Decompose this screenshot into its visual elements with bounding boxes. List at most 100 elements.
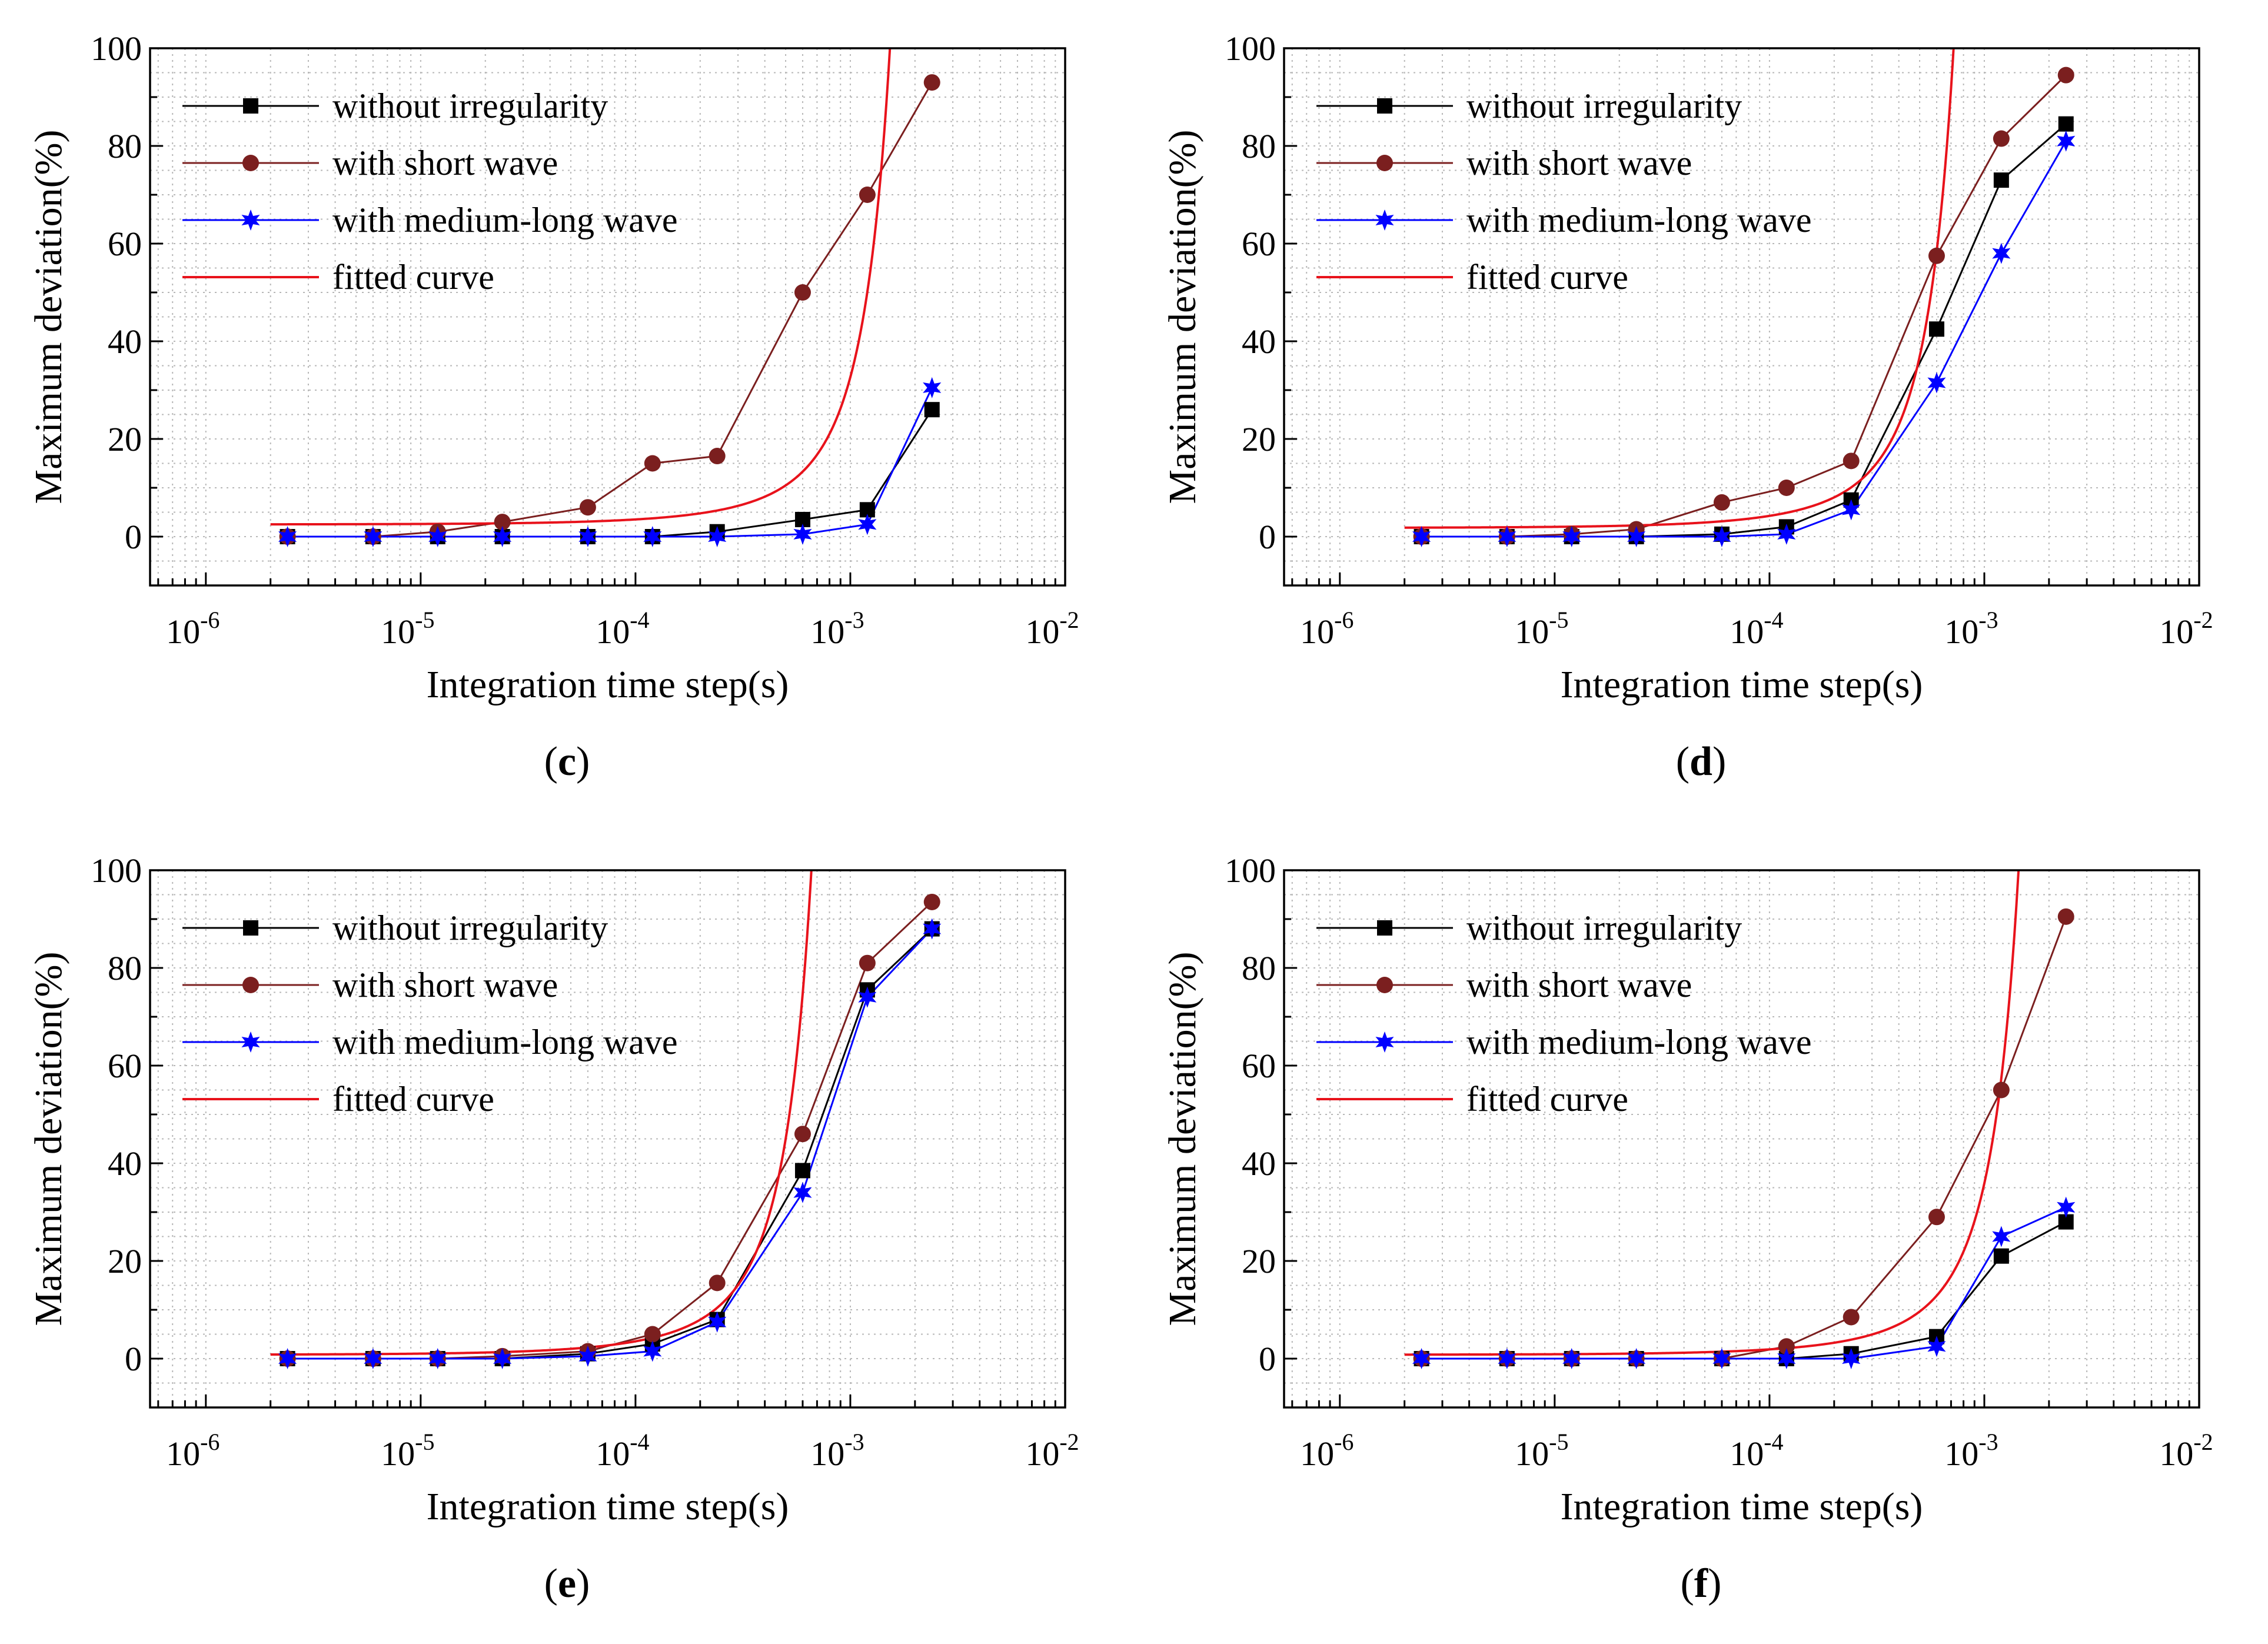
y-tick-label: 60 (108, 225, 142, 263)
grid (1284, 870, 2200, 1408)
legend-label: fitted curve (332, 1080, 494, 1119)
data-point-with-short-wave (1993, 130, 2010, 147)
series-line-fitted-curve (1404, 48, 1955, 529)
markers-with-short-wave (279, 893, 940, 1367)
data-point-with-medium-long-wave (1412, 526, 1431, 547)
series-line-fitted-curve (270, 870, 813, 1356)
x-tick-label: 10-6 (1300, 607, 1354, 651)
data-point-with-short-wave (859, 187, 876, 203)
legend-marker (243, 920, 258, 936)
legend-label: fitted curve (1466, 1080, 1628, 1119)
legend-item-with-medium-long-wave: with medium-long wave (1316, 1023, 1812, 1061)
y-tick-label: 40 (1242, 322, 1276, 361)
data-point-with-medium-long-wave (923, 377, 942, 398)
legend-marker (1377, 98, 1392, 114)
data-point-with-medium-long-wave (923, 918, 942, 940)
legend-item-fitted-curve: fitted curve (182, 1080, 494, 1119)
y-tick-label: 40 (1242, 1144, 1276, 1183)
legend-marker (241, 209, 260, 231)
data-point-with-medium-long-wave (643, 526, 662, 547)
panel-caption-letter: e (557, 1561, 577, 1606)
series-group (270, 870, 933, 1360)
series-line-with-medium-long-wave (287, 387, 933, 538)
legend-label: with short wave (332, 144, 558, 182)
x-tick-label: 10-6 (166, 1429, 220, 1473)
chart-svg: 10-6 10-5 10-4 10-3 10-2 0 20 40 60 80 100 Integrat… (1161, 851, 2213, 1528)
legend-label: without irregularity (332, 86, 608, 125)
y-tick-label: 100 (1225, 29, 1276, 68)
series-line-with-short-wave (287, 82, 933, 538)
y-tick-label: 100 (91, 851, 142, 890)
x-tick-label: 10-2 (2159, 1429, 2213, 1473)
y-axis: 0 20 40 60 80 100 (91, 29, 163, 587)
markers-with-medium-long-wave (1412, 1196, 2076, 1369)
data-point-without-irregularity (2058, 116, 2074, 132)
plot-frame (1283, 869, 2200, 1409)
x-tick-label: 10-6 (166, 607, 220, 651)
data-point-with-medium-long-wave (708, 526, 727, 547)
x-tick-label: 10-4 (1730, 1429, 1783, 1473)
data-point-with-medium-long-wave (858, 986, 877, 1008)
legend-item-with-short-wave: with short wave (1316, 966, 1692, 1004)
chart-panel-c: 10-6 10-5 10-4 10-3 10-2 0 20 40 60 80 100 Integrat… (0, 0, 1134, 822)
legend-item-without-irregularity: without irregularity (182, 86, 608, 125)
y-axis-title: Maximum deviation(%) (1161, 951, 1204, 1326)
x-tick-label: 10-3 (810, 1429, 864, 1473)
data-point-with-short-wave (923, 74, 940, 91)
data-point-with-short-wave (1713, 494, 1730, 511)
panel-caption: (c) (544, 739, 590, 784)
legend-item-fitted-curve: fitted curve (1316, 258, 1628, 297)
legend-marker (1376, 155, 1393, 171)
data-point-with-short-wave (1778, 480, 1795, 496)
series-line-with-medium-long-wave (287, 928, 933, 1360)
x-axis-title: Integration time step(s) (427, 1485, 789, 1528)
x-axis: 10-6 10-5 10-4 10-3 10-2 (157, 573, 1079, 651)
data-point-with-medium-long-wave (364, 1348, 383, 1369)
y-tick-label: 40 (108, 322, 142, 361)
y-axis: 0 20 40 60 80 100 (1225, 29, 1297, 587)
series-line-fitted-curve (270, 48, 892, 526)
data-point-with-medium-long-wave (1992, 1226, 2011, 1247)
x-tick-label: 10-6 (1300, 1429, 1354, 1473)
y-tick-label: 60 (1242, 1047, 1276, 1085)
data-point-with-medium-long-wave (1627, 526, 1646, 547)
legend-item-fitted-curve: fitted curve (182, 258, 494, 297)
legend-item-without-irregularity: without irregularity (1316, 86, 1742, 125)
legend-marker (1376, 977, 1393, 993)
data-point-with-medium-long-wave (1927, 1336, 1946, 1357)
data-point-with-medium-long-wave (2057, 1196, 2076, 1218)
x-tick-label: 10-4 (596, 607, 649, 651)
data-point-with-short-wave (1928, 247, 1945, 264)
data-point-with-medium-long-wave (364, 526, 383, 547)
x-axis: 10-6 10-5 10-4 10-3 10-2 (157, 1395, 1079, 1473)
y-tick-label: 0 (1259, 1340, 1276, 1378)
data-point-with-medium-long-wave (643, 1340, 662, 1362)
data-point-with-short-wave (794, 284, 811, 301)
chart-svg: 10-6 10-5 10-4 10-3 10-2 0 20 40 60 80 100 Integrat… (1161, 29, 2213, 706)
y-tick-label: 60 (108, 1047, 142, 1085)
y-tick-label: 60 (1242, 225, 1276, 263)
data-point-with-medium-long-wave (793, 523, 812, 545)
panel-caption-letter: f (1694, 1561, 1708, 1606)
data-point-without-irregularity (1993, 1248, 2009, 1264)
legend-label: with short wave (1466, 966, 1692, 1004)
chart-panel-d: 10-6 10-5 10-4 10-3 10-2 0 20 40 60 80 100 Integrat… (1134, 0, 2268, 822)
y-axis-title: Maximum deviation(%) (1161, 129, 1204, 504)
data-point-without-irregularity (794, 1163, 810, 1179)
y-tick-label: 80 (1242, 127, 1276, 165)
data-point-with-medium-long-wave (278, 1348, 297, 1369)
legend: without irregularity with short wave with … (182, 908, 678, 1119)
data-point-with-medium-long-wave (578, 526, 597, 547)
data-point-without-irregularity (924, 402, 940, 418)
data-point-with-medium-long-wave (428, 526, 447, 547)
data-point-with-medium-long-wave (793, 1182, 812, 1203)
y-axis-title: Maximum deviation(%) (27, 129, 70, 504)
series-line-with-short-wave (1421, 74, 2067, 538)
data-point-with-short-wave (794, 1126, 811, 1143)
data-point-with-short-wave (709, 1274, 726, 1292)
y-tick-label: 20 (1242, 1242, 1276, 1280)
legend-label: without irregularity (332, 908, 608, 947)
legend-marker (1375, 1031, 1394, 1053)
panel-caption: (d) (1675, 739, 1727, 784)
